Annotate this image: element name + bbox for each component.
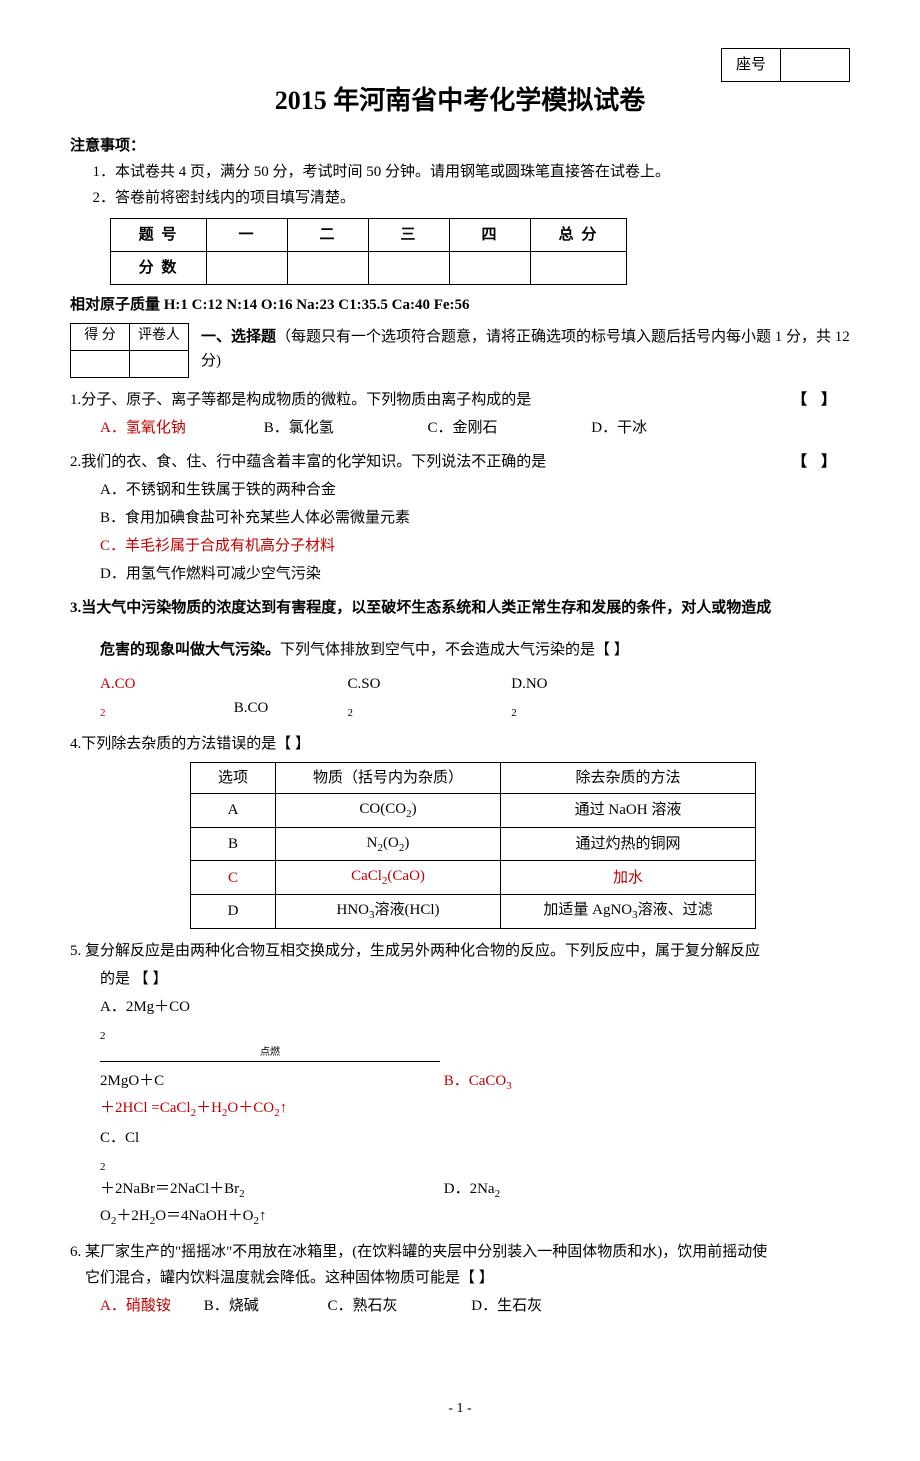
col-4: 四 [450,218,531,251]
q6-line1: 6. 某厂家生产的"摇摇冰"不用放在冰箱里，(在饮料罐的夹层中分别装入一种固体物… [70,1240,850,1264]
grader-score-blank [71,350,130,377]
q6-options: A．硝酸铵 B．烧碱 C．熟石灰 D．生石灰 [100,1294,850,1318]
summary-header-row: 题 号 一 二 三 四 总 分 [111,218,627,251]
grader-reviewer-label: 评卷人 [130,323,189,350]
q3-line2: 危害的现象叫做大气污染。下列气体排放到空气中，不会造成大气污染的是【 】 [100,638,850,662]
q5-options: A．2Mg＋CO2 点燃2MgO＋C B．CaCO3＋2HCl =CaCl2＋H… [100,995,850,1231]
q5-line2: 的是 【 】 [100,967,850,991]
q1-text: 1.分子、原子、离子等都是构成物质的微粒。下列物质由离子构成的是 [70,392,531,408]
q2-opt-d: D．用氢气作燃料可减少空气污染 [100,562,850,586]
section-1-intro: 得 分 评卷人 一、选择题（每题只有一个选项符合题意，请将正确选项的标号填入题后… [70,323,850,378]
section-1-desc: （每题只有一个选项符合题意，请将正确选项的标号填入题后括号内每小题 1 分，共 … [201,329,850,369]
q5-pair-2: C．Cl2＋2NaBr＝2NaCl＋Br2 D．2Na2O2＋2H2O＝4NaO… [100,1126,850,1230]
q2-bracket: 【】 [792,450,850,474]
question-1: 1.分子、原子、离子等都是构成物质的微粒。下列物质由离子构成的是 【】 A．氢氧… [70,388,850,440]
q5-opt-a: A．2Mg＋CO2 点燃2MgO＋C [100,995,440,1094]
q6-opt-d: D．生石灰 [471,1294,542,1318]
q3-options: A.CO2 B.CO C.SO2 D.NO2 [100,672,850,723]
q2-text: 2.我们的衣、食、住、行中蕴含着丰富的化学知识。下列说法不正确的是 [70,454,546,470]
col-total: 总 分 [531,218,627,251]
q4-d-sub: HNO3溶液(HCl) [276,894,501,928]
q1-bracket: 【】 [792,388,850,412]
col-1: 一 [207,218,288,251]
score-2 [288,251,369,284]
page-title: 2015 年河南省中考化学模拟试卷 [70,80,850,122]
question-2: 2.我们的衣、食、住、行中蕴含着丰富的化学知识。下列说法不正确的是 【】 A．不… [70,450,850,586]
q4-c-sub: CaCl2(CaO) [276,861,501,895]
q1-opt-d: D．干冰 [591,416,751,440]
q4-h3: 除去杂质的方法 [501,763,756,794]
q1-opt-c: C．金刚石 [428,416,588,440]
q3-opt-b: B.CO [234,696,344,720]
seat-number-box: 座号 [721,48,850,82]
q2-opt-b: B．食用加碘食盐可补充某些人体必需微量元素 [100,506,850,530]
q3-opt-c: C.SO2 [348,672,508,723]
q3-line2-rest: 下列气体排放到空气中，不会造成大气污染的是【 】 [280,642,629,658]
q4-c-opt: C [191,861,276,895]
q6-opt-a: A．硝酸铵 [100,1294,200,1318]
q4-a-method: 通过 NaOH 溶液 [501,794,756,828]
q4-b-method: 通过灼热的铜网 [501,827,756,861]
score-4 [450,251,531,284]
score-total [531,251,627,284]
q4-a-opt: A [191,794,276,828]
section-1-title: 一、选择题 [201,329,276,345]
q4-table: 选项 物质（括号内为杂质） 除去杂质的方法 A CO(CO2) 通过 NaOH … [190,762,756,928]
q2-opt-a: A．不锈钢和生铁属于铁的两种合金 [100,478,850,502]
q4-b-opt: B [191,827,276,861]
q4-b-sub: N2(O2) [276,827,501,861]
page-footer: - 1 - [70,1398,850,1420]
q4-row-c: C CaCl2(CaO) 加水 [191,861,756,895]
q4-row-d: D HNO3溶液(HCl) 加适量 AgNO3溶液、过滤 [191,894,756,928]
question-3: 3.当大气中污染物质的浓度达到有害程度，以至破坏生态系统和人类正常生存和发展的条… [70,596,850,723]
q2-opt-c: C．羊毛衫属于合成有机高分子材料 [100,534,850,558]
col-3: 三 [369,218,450,251]
q4-d-opt: D [191,894,276,928]
q4-a-sub: CO(CO2) [276,794,501,828]
q3-line2-bold: 危害的现象叫做大气污染。 [100,642,280,658]
q4-row-a: A CO(CO2) 通过 NaOH 溶液 [191,794,756,828]
grader-reviewer-blank [130,350,189,377]
q4-text: 4.下列除去杂质的方法错误的是【 】 [70,736,310,752]
q2-options: A．不锈钢和生铁属于铁的两种合金 B．食用加碘食盐可补充某些人体必需微量元素 C… [100,478,850,586]
q5-opt-c: C．Cl2＋2NaBr＝2NaCl＋Br2 [100,1126,440,1203]
q4-c-method: 加水 [501,861,756,895]
q3-line1: 3.当大气中污染物质的浓度达到有害程度，以至破坏生态系统和人类正常生存和发展的条… [70,596,850,620]
grader-box: 得 分 评卷人 [70,323,189,378]
notice-block: 注意事项： 1．本试卷共 4 页，满分 50 分，考试时间 50 分钟。请用钢笔… [70,134,850,210]
q1-opt-a: A．氢氧化钠 [100,416,260,440]
atomic-mass: 相对原子质量 H:1 C:12 N:14 O:16 Na:23 C1:35.5 … [70,293,850,317]
row-label: 分 数 [111,251,207,284]
q6-opt-b: B．烧碱 [204,1294,324,1318]
q4-row-b: B N2(O2) 通过灼热的铜网 [191,827,756,861]
col-2: 二 [288,218,369,251]
q5-line1: 5. 复分解反应是由两种化合物互相交换成分，生成另外两种化合物的反应。下列反应中… [70,939,850,963]
q4-table-header: 选项 物质（括号内为杂质） 除去杂质的方法 [191,763,756,794]
q4-d-method: 加适量 AgNO3溶液、过滤 [501,894,756,928]
q4-h1: 选项 [191,763,276,794]
seat-blank [781,48,850,82]
q6-line2: 它们混合，罐内饮料温度就会降低。这种固体物质可能是【 】 [85,1266,850,1290]
score-3 [369,251,450,284]
score-summary-table: 题 号 一 二 三 四 总 分 分 数 [110,218,627,285]
grader-score-label: 得 分 [71,323,130,350]
notice-header: 注意事项： [70,134,850,158]
q5-pair-1: A．2Mg＋CO2 点燃2MgO＋C B．CaCO3＋2HCl =CaCl2＋H… [100,995,850,1123]
seat-label: 座号 [721,48,781,82]
summary-score-row: 分 数 [111,251,627,284]
notice-item-2: 2．答卷前将密封线内的项目填写清楚。 [70,186,850,210]
q3-opt-a: A.CO2 [100,672,230,723]
q1-options: A．氢氧化钠 B．氯化氢 C．金刚石 D．干冰 [100,416,850,440]
q6-opt-c: C．熟石灰 [328,1294,468,1318]
q3-opt-d: D.NO2 [511,672,671,723]
question-4: 4.下列除去杂质的方法错误的是【 】 选项 物质（括号内为杂质） 除去杂质的方法… [70,732,850,928]
notice-item-1: 1．本试卷共 4 页，满分 50 分，考试时间 50 分钟。请用钢笔或圆珠笔直接… [70,160,850,184]
question-6: 6. 某厂家生产的"摇摇冰"不用放在冰箱里，(在饮料罐的夹层中分别装入一种固体物… [70,1240,850,1318]
score-1 [207,251,288,284]
col-label: 题 号 [111,218,207,251]
q4-h2: 物质（括号内为杂质） [276,763,501,794]
question-5: 5. 复分解反应是由两种化合物互相交换成分，生成另外两种化合物的反应。下列反应中… [70,939,850,1231]
q1-opt-b: B．氯化氢 [264,416,424,440]
